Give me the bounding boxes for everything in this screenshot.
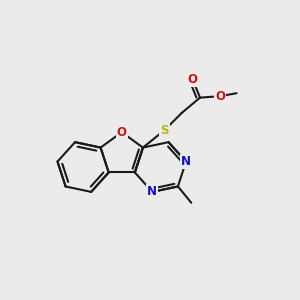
Text: N: N (147, 185, 157, 198)
Text: O: O (188, 73, 198, 86)
Text: S: S (160, 124, 169, 137)
Text: O: O (215, 90, 225, 103)
Text: N: N (181, 155, 191, 168)
Text: O: O (117, 126, 127, 139)
